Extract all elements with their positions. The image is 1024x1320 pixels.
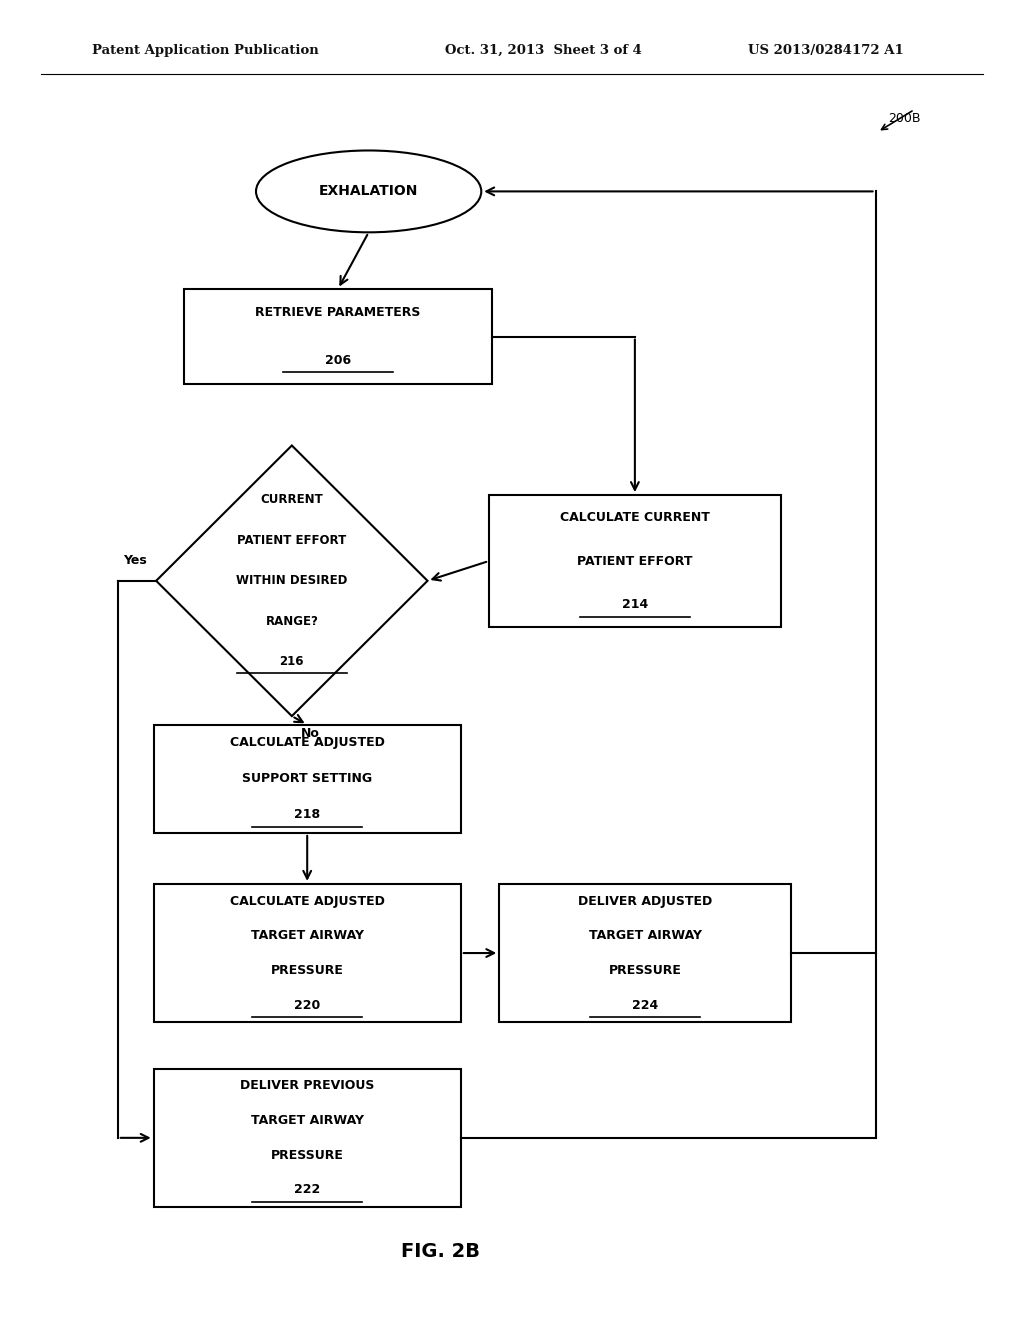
Text: TARGET AIRWAY: TARGET AIRWAY [251, 1114, 364, 1127]
Text: 214: 214 [622, 598, 648, 611]
Text: Patent Application Publication: Patent Application Publication [92, 44, 318, 57]
Text: PRESSURE: PRESSURE [270, 1148, 344, 1162]
Text: EXHALATION: EXHALATION [318, 185, 419, 198]
Text: 206: 206 [325, 354, 351, 367]
Text: PRESSURE: PRESSURE [608, 964, 682, 977]
Text: PATIENT EFFORT: PATIENT EFFORT [238, 533, 346, 546]
Text: DELIVER ADJUSTED: DELIVER ADJUSTED [578, 895, 713, 908]
Bar [500, 884, 791, 1022]
Text: 218: 218 [294, 808, 321, 821]
Text: 200B: 200B [888, 112, 921, 125]
Text: US 2013/0284172 A1: US 2013/0284172 A1 [748, 44, 903, 57]
Text: SUPPORT SETTING: SUPPORT SETTING [242, 772, 373, 785]
Text: RETRIEVE PARAMETERS: RETRIEVE PARAMETERS [255, 306, 421, 319]
Text: Yes: Yes [123, 554, 146, 568]
Text: RANGE?: RANGE? [265, 615, 318, 628]
Text: 216: 216 [280, 656, 304, 668]
Text: TARGET AIRWAY: TARGET AIRWAY [251, 929, 364, 942]
Text: CALCULATE ADJUSTED: CALCULATE ADJUSTED [229, 895, 385, 908]
Bar [184, 289, 492, 384]
Text: 222: 222 [294, 1183, 321, 1196]
Text: 220: 220 [294, 998, 321, 1011]
Bar [154, 884, 461, 1022]
Text: PATIENT EFFORT: PATIENT EFFORT [578, 554, 692, 568]
Text: Oct. 31, 2013  Sheet 3 of 4: Oct. 31, 2013 Sheet 3 of 4 [445, 44, 642, 57]
Text: CURRENT: CURRENT [260, 494, 324, 506]
Bar [154, 1069, 461, 1206]
Bar [489, 495, 780, 627]
Text: No: No [301, 727, 319, 739]
Text: CALCULATE CURRENT: CALCULATE CURRENT [560, 511, 710, 524]
Text: 224: 224 [632, 998, 658, 1011]
Text: FIG. 2B: FIG. 2B [400, 1242, 480, 1261]
Text: WITHIN DESIRED: WITHIN DESIRED [237, 574, 347, 587]
Text: CALCULATE ADJUSTED: CALCULATE ADJUSTED [229, 737, 385, 750]
Text: PRESSURE: PRESSURE [270, 964, 344, 977]
Text: TARGET AIRWAY: TARGET AIRWAY [589, 929, 701, 942]
Bar [154, 725, 461, 833]
Text: DELIVER PREVIOUS: DELIVER PREVIOUS [240, 1080, 375, 1093]
